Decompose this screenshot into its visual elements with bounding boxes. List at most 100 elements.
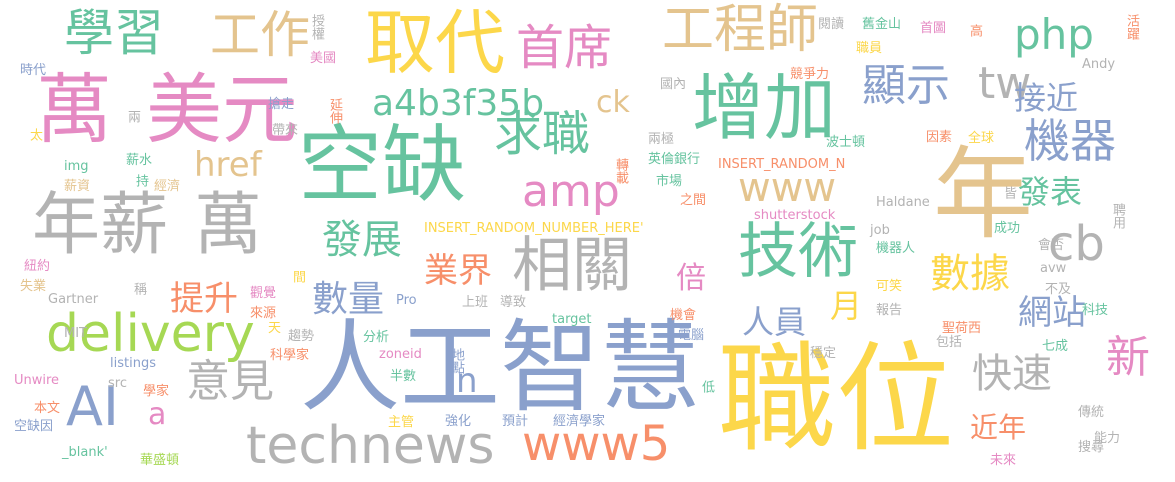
word-96: 兩 [125,110,140,123]
word-100: 薪資 [64,179,91,194]
word-36: 網站 [1018,293,1086,333]
word-77: 科技 [1082,303,1109,318]
word-115: 電腦 [678,328,705,343]
word-1: 人工智慧 [300,309,700,426]
word-15-www5: www5 [522,416,671,472]
word-29: 發展 [322,217,402,263]
word-59: 職員 [856,41,883,56]
word-2: 年 [933,136,1033,253]
word-66: 國內 [660,77,687,92]
word-64-andy: Andy [1082,57,1116,72]
word-9: 增加 [692,66,837,150]
word-38: 人員 [742,303,807,341]
word-47: 近年 [970,411,1027,444]
word-44: 倍 [676,261,706,296]
word-6: 美元 [146,65,298,154]
word-81: 七成 [1042,339,1069,354]
word-56: 因素 [926,130,953,145]
word-3: 空缺 [298,116,467,214]
word-95: 太 [27,128,42,141]
word-130: 強化 [445,414,472,429]
word-124-unwire: Unwire [14,373,60,388]
word-4: 取代 [365,2,505,84]
word-102: 紐約 [24,259,51,274]
word-134: 華盛頓 [140,453,180,468]
word-23-cb: cb [1048,216,1105,272]
word-0: 職位 [718,330,955,468]
word-80: 包括 [936,335,963,350]
word-20: 求職 [494,106,591,162]
word-114: 機會 [670,308,697,323]
word-58: 舊金山 [862,17,902,32]
word-78-avw: avw [1040,261,1067,276]
word-132: 經濟學家 [553,414,606,429]
word-22-www: www [738,165,837,211]
word-11-technews: technews [246,416,495,476]
word-84: 能力 [1094,431,1121,446]
word-63: 活躍 [1124,14,1139,40]
word-119: 科學家 [270,348,310,363]
word-89: 授權 [309,14,324,40]
word-67: 兩極 [648,132,675,147]
word-72: 成功 [994,221,1021,236]
word-30: 數據 [930,251,1010,297]
word-52: 英倫銀行 [648,152,701,167]
word-41-href: href [194,145,262,185]
word-129: 主管 [388,415,415,430]
word-101: 持 [133,174,148,187]
word-27-php: php [1014,10,1094,59]
word-128: 空缺因 [14,419,54,434]
word-83: 傳統 [1078,405,1105,420]
word-17: 學習 [64,4,164,62]
word-46-a: a [148,397,167,432]
word-31: 意見 [186,356,274,407]
word-71-job: job [870,223,890,238]
word-73: 機器人 [876,241,916,256]
word-118: 分析 [363,330,390,345]
word-62: 高 [967,24,982,37]
word-50-shutterstock: shutterstock [754,208,836,223]
word-48-insert-random-number-here: INSERT_RANDOM_NUMBER_HERE' [424,221,644,236]
word-74: 會否 [1038,238,1065,253]
word-122-listings: listings [110,356,156,371]
word-43: 月 [830,287,863,325]
word-61: 首圖 [920,21,947,36]
word-108: 來源 [250,306,277,321]
word-21-amp: amp [522,166,620,217]
word-12-delivery: delivery [46,304,255,364]
word-104-gartner: Gartner [48,292,99,307]
word-7: 年薪 [32,186,169,265]
word-70: 轉載 [613,158,628,184]
word-90: 美國 [310,51,337,66]
word-87: 低 [699,380,714,393]
word-32: 快速 [972,351,1052,397]
word-24: 機器 [1024,114,1116,168]
word-106-mit: MIT [64,326,87,341]
word-123-src: src [108,376,127,391]
word-116: 天 [268,321,282,336]
word-86: 未來 [990,453,1017,468]
word-14: 相關 [512,231,632,301]
word-34: 發表 [1018,173,1083,211]
word-28-a4b3f35b: a4b3f35b [372,83,545,124]
word-40: 提升 [170,279,238,319]
word-54: 波士頓 [826,135,866,150]
word-99: 經濟 [154,179,181,194]
word-10: 技術 [738,217,858,287]
word-94: 時代 [20,63,47,78]
word-133-blank: _blank' [62,445,108,460]
word-39: 業界 [424,251,492,291]
word-45-n: n [456,361,478,401]
word-68: 市場 [656,174,683,189]
word-125: 學家 [143,384,170,399]
word-121: 地點 [449,348,464,374]
word-5: 萬 [36,65,112,154]
word-98: 薪水 [126,153,153,168]
word-55: 全球 [968,131,995,146]
word-91: 延伸 [327,98,342,124]
word-16: 工程師 [662,0,819,60]
word-8: 萬 [194,186,263,265]
word-113-target: target [552,312,592,327]
word-92: 搶走 [268,97,295,112]
